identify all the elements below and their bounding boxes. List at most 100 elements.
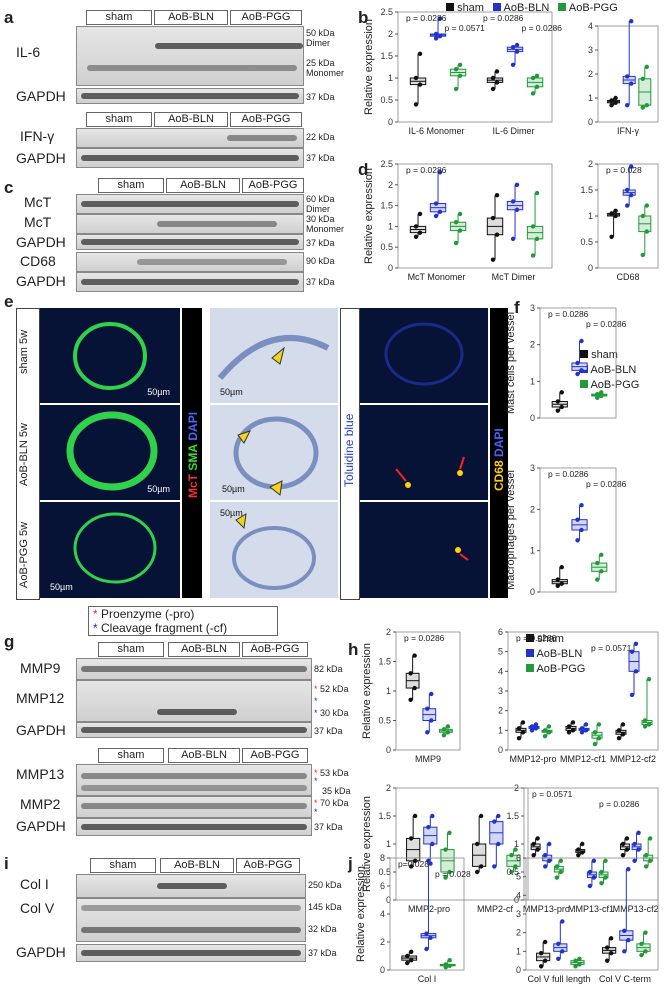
data-point — [636, 830, 641, 835]
data-point — [409, 949, 414, 954]
data-point — [457, 73, 463, 79]
data-point — [457, 62, 463, 67]
scale-bar: 50µm — [220, 387, 243, 397]
y-tick-label: 4 — [588, 21, 593, 31]
legend-label-bln: AoB-BLN — [503, 2, 550, 14]
blot-cd68 — [76, 252, 304, 272]
data-point — [490, 75, 496, 81]
data-point — [646, 722, 652, 727]
data-point — [599, 552, 604, 557]
data-point — [494, 69, 500, 74]
y-tick-label: 1 — [516, 946, 521, 956]
data-point — [534, 190, 540, 196]
data-point — [640, 76, 645, 82]
data-point — [559, 404, 564, 410]
y-tick-label: 2 — [380, 937, 385, 947]
data-point — [583, 722, 589, 727]
data-point — [546, 730, 552, 735]
data-point — [559, 390, 564, 395]
row-label-mmp2: MMP2 — [20, 796, 61, 812]
y-tick-label: 6 — [498, 627, 503, 637]
data-point — [560, 919, 565, 924]
blot-mmp12 — [76, 680, 312, 722]
data-point — [577, 962, 582, 967]
blot-gapdh-c2 — [76, 272, 304, 292]
blot-mct-monomer — [76, 214, 304, 234]
plot-frame — [539, 307, 617, 419]
y-tick-label: 1 — [386, 686, 391, 696]
p-value-annotation: p = 0.028 — [606, 165, 642, 175]
cf-star: * — [314, 776, 318, 786]
y-tick-label: 2 — [530, 504, 535, 514]
data-point — [447, 830, 452, 835]
stain-label-strip-2 — [340, 308, 360, 600]
data-point — [413, 234, 419, 239]
data-point — [474, 841, 480, 847]
data-point — [417, 211, 423, 217]
data-point — [632, 858, 637, 863]
data-point — [646, 677, 652, 682]
data-point — [490, 257, 496, 262]
y-tick-label: 0 — [516, 965, 521, 975]
data-point — [639, 952, 644, 958]
p-value-annotation: p = 0.0286 — [406, 13, 447, 23]
data-point — [647, 836, 653, 841]
y-tick-label: 2 — [530, 340, 535, 350]
y-tick-label: 1 — [530, 546, 535, 556]
data-point — [494, 80, 500, 85]
data-point — [408, 864, 414, 869]
y-tick-label: 4 — [380, 909, 385, 919]
data-point — [445, 724, 451, 729]
data-point — [437, 170, 443, 175]
data-point — [554, 864, 560, 869]
data-point — [629, 164, 634, 169]
row-label-mmp9: MMP9 — [20, 660, 61, 676]
data-point — [443, 847, 448, 852]
cf-star: * — [314, 807, 318, 817]
data-point — [592, 730, 598, 735]
legend-g: * Proenzyme (-pro) * Cleavage fragment (… — [88, 606, 278, 636]
category-label: MMP13-pro — [523, 904, 570, 914]
data-point — [409, 958, 414, 963]
data-point — [533, 726, 539, 731]
data-point — [542, 958, 548, 963]
data-point — [577, 956, 582, 961]
panel-label-a: a — [4, 8, 14, 27]
p-value-annotation: p = 0.0286 — [548, 309, 589, 319]
blot-gapdh-g2 — [76, 818, 312, 836]
data-point — [513, 864, 518, 869]
data-point — [492, 864, 497, 869]
data-point — [599, 869, 604, 875]
y-tick-label: 2 — [498, 706, 503, 716]
data-point — [447, 869, 452, 875]
data-point — [425, 730, 430, 735]
data-point — [534, 236, 540, 242]
scale-bar: 50µm — [222, 484, 245, 494]
y-tick-label: 1 — [530, 376, 535, 386]
data-point — [620, 853, 626, 858]
micrograph-tb-sham: 50µm — [210, 308, 338, 403]
data-point — [642, 724, 648, 729]
data-point — [514, 207, 520, 212]
blot-gapdh-i — [76, 944, 306, 962]
group-label-pgg: AoB-PGG — [236, 858, 300, 873]
data-point — [629, 649, 635, 654]
y-tick-label: 1 — [514, 839, 519, 849]
category-label: IL-6 Monomer — [408, 126, 464, 136]
data-point — [424, 931, 429, 936]
data-point — [510, 236, 516, 242]
p-value-annotation: p=0.028 — [398, 859, 429, 869]
legend-label-pgg: AoB-PGG — [568, 2, 618, 14]
data-point — [496, 841, 501, 847]
data-point — [408, 697, 413, 703]
data-point — [429, 691, 434, 697]
group-label-sham: sham — [86, 10, 152, 25]
data-point — [555, 399, 560, 404]
y-tick-label: 3 — [498, 686, 503, 696]
data-point — [433, 201, 439, 206]
y-tick-label: 0.5 — [506, 867, 519, 877]
data-point — [573, 958, 578, 963]
data-point — [640, 252, 645, 258]
y-tick-label: 1 — [388, 221, 393, 231]
data-point — [579, 726, 585, 731]
